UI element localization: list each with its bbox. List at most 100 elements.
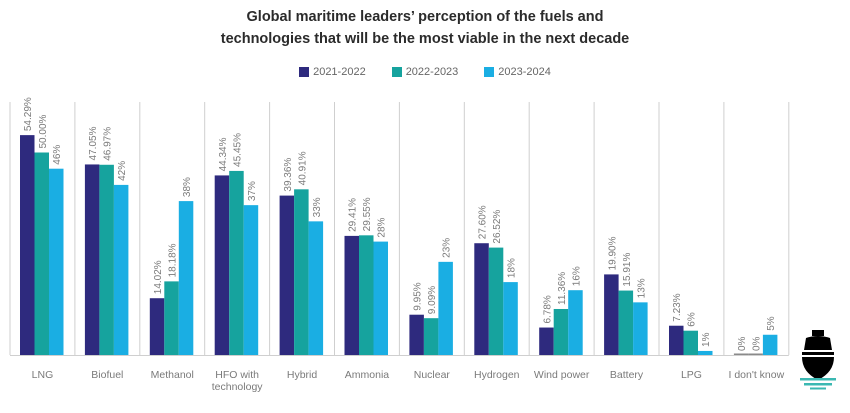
data-label: 5% [766, 316, 777, 331]
bar-2022-2023-battery [618, 290, 634, 355]
category-label: HFO with [215, 369, 259, 381]
legend-swatch [391, 67, 402, 77]
bar-2021-2022-lpg [669, 325, 684, 355]
category-label: LPG [681, 369, 702, 381]
bar-2021-2022-wind-power [539, 327, 554, 355]
data-label: 37% [247, 181, 258, 201]
data-label: 15.91% [622, 253, 633, 287]
bar-2022-2023-i-don-t-know [748, 353, 763, 355]
data-label: 46% [52, 145, 63, 165]
bar-2023-2024-hfo-with-technology [243, 205, 259, 355]
bar-2021-2022-battery [604, 274, 619, 355]
legend-swatch [299, 67, 310, 77]
bar-2022-2023-ammonia [359, 235, 374, 355]
category-label: I don't know [728, 369, 784, 381]
bar-2022-2023-methanol [164, 281, 179, 355]
bar-2022-2023-lng [34, 152, 49, 355]
data-label: 18% [507, 258, 518, 278]
bar-2021-2022-nuclear [409, 314, 424, 355]
data-label: 0% [752, 336, 763, 351]
bar-2022-2023-lpg [683, 330, 698, 355]
data-label: 26.52% [492, 210, 503, 244]
bar-2023-2024-hybrid [308, 221, 324, 355]
data-label: 11.36% [557, 272, 568, 305]
wave-line [804, 383, 832, 386]
data-label: 9.09% [427, 286, 438, 314]
category-label: technology [212, 381, 264, 393]
data-label: 18.18% [168, 243, 179, 277]
data-label: 42% [117, 161, 128, 181]
category-label: Hybrid [287, 369, 318, 381]
category-label: Wind power [534, 369, 590, 381]
bar-2021-2022-lng [20, 135, 35, 355]
bar-2022-2023-wind-power [553, 308, 569, 355]
data-label: 47.05% [88, 126, 99, 160]
category-label: LNG [32, 369, 54, 381]
bar-2022-2023-hybrid [294, 189, 309, 355]
data-label: 54.29% [23, 97, 34, 131]
data-label: 0% [737, 336, 748, 351]
category-label: Ammonia [345, 369, 390, 381]
chart-title: Global maritime leaders’ perception of t… [0, 6, 850, 50]
data-label: 46.97% [103, 127, 114, 161]
legend-item-2023-2024: 2023-2024 [484, 66, 551, 78]
legend: 2021-2022 2022-2023 2023-2024 [0, 66, 850, 78]
ship-icon [800, 330, 836, 390]
data-label: 28% [377, 217, 388, 237]
data-label: 13% [636, 278, 647, 298]
data-label: 44.34% [218, 137, 229, 171]
data-label: 19.90% [607, 236, 618, 270]
bar-2021-2022-biofuel [84, 164, 100, 355]
bar-2022-2023-hfo-with-technology [229, 170, 244, 355]
wave-line [810, 387, 826, 390]
bar-2021-2022-hybrid [279, 195, 295, 355]
data-label: 27.60% [478, 205, 489, 239]
data-label: 50.00% [38, 114, 49, 148]
legend-swatch [484, 67, 495, 77]
data-label: 45.45% [232, 133, 243, 167]
ship-hull [802, 357, 834, 380]
legend-item-2022-2023: 2022-2023 [391, 66, 459, 78]
data-label: 33% [312, 197, 323, 217]
bar-2023-2024-nuclear [438, 261, 453, 355]
category-label: Methanol [151, 369, 194, 381]
bar-2021-2022-hydrogen [474, 243, 489, 355]
data-label: 29.55% [362, 197, 373, 231]
data-label: 1% [701, 332, 712, 347]
bar-2023-2024-i-don-t-know [762, 334, 778, 355]
chart-title-line-2: technologies that will be the most viabl… [220, 31, 630, 47]
bar-2023-2024-hydrogen [503, 282, 518, 355]
bar-2023-2024-battery [633, 302, 648, 355]
ship-deck [802, 352, 834, 355]
legend-label: 2022-2023 [405, 66, 459, 78]
ship-funnel [812, 330, 824, 336]
bar-2023-2024-ammonia [373, 241, 388, 355]
data-label: 23% [442, 238, 453, 258]
data-label: 40.91% [297, 151, 308, 185]
data-label: 39.36% [283, 158, 294, 192]
wave-line [800, 378, 836, 381]
data-label: 16% [571, 266, 582, 286]
bar-2022-2023-biofuel [99, 164, 114, 355]
bar-2022-2023-nuclear [423, 318, 439, 355]
bar-2021-2022-methanol [149, 298, 165, 355]
category-label: Hydrogen [474, 369, 520, 381]
category-label: Battery [610, 369, 644, 381]
legend-label: 2023-2024 [498, 66, 551, 78]
bar-2021-2022-ammonia [344, 235, 359, 355]
bar-2023-2024-lng [49, 168, 64, 355]
bar-2023-2024-biofuel [113, 184, 129, 355]
data-label: 14.02% [153, 260, 164, 294]
data-label: 38% [182, 177, 193, 197]
category-label: Nuclear [414, 369, 451, 381]
category-label: Biofuel [91, 369, 123, 381]
data-label: 29.41% [348, 198, 359, 232]
bar-2023-2024-wind-power [568, 290, 583, 355]
legend-label: 2021-2022 [313, 66, 366, 78]
data-label: 7.23% [672, 293, 683, 321]
bar-2022-2023-hydrogen [488, 247, 504, 355]
data-label: 9.95% [413, 282, 424, 310]
bar-2023-2024-methanol [178, 201, 194, 355]
chart-title-line-1: Global maritime leaders’ perception of t… [246, 9, 604, 25]
